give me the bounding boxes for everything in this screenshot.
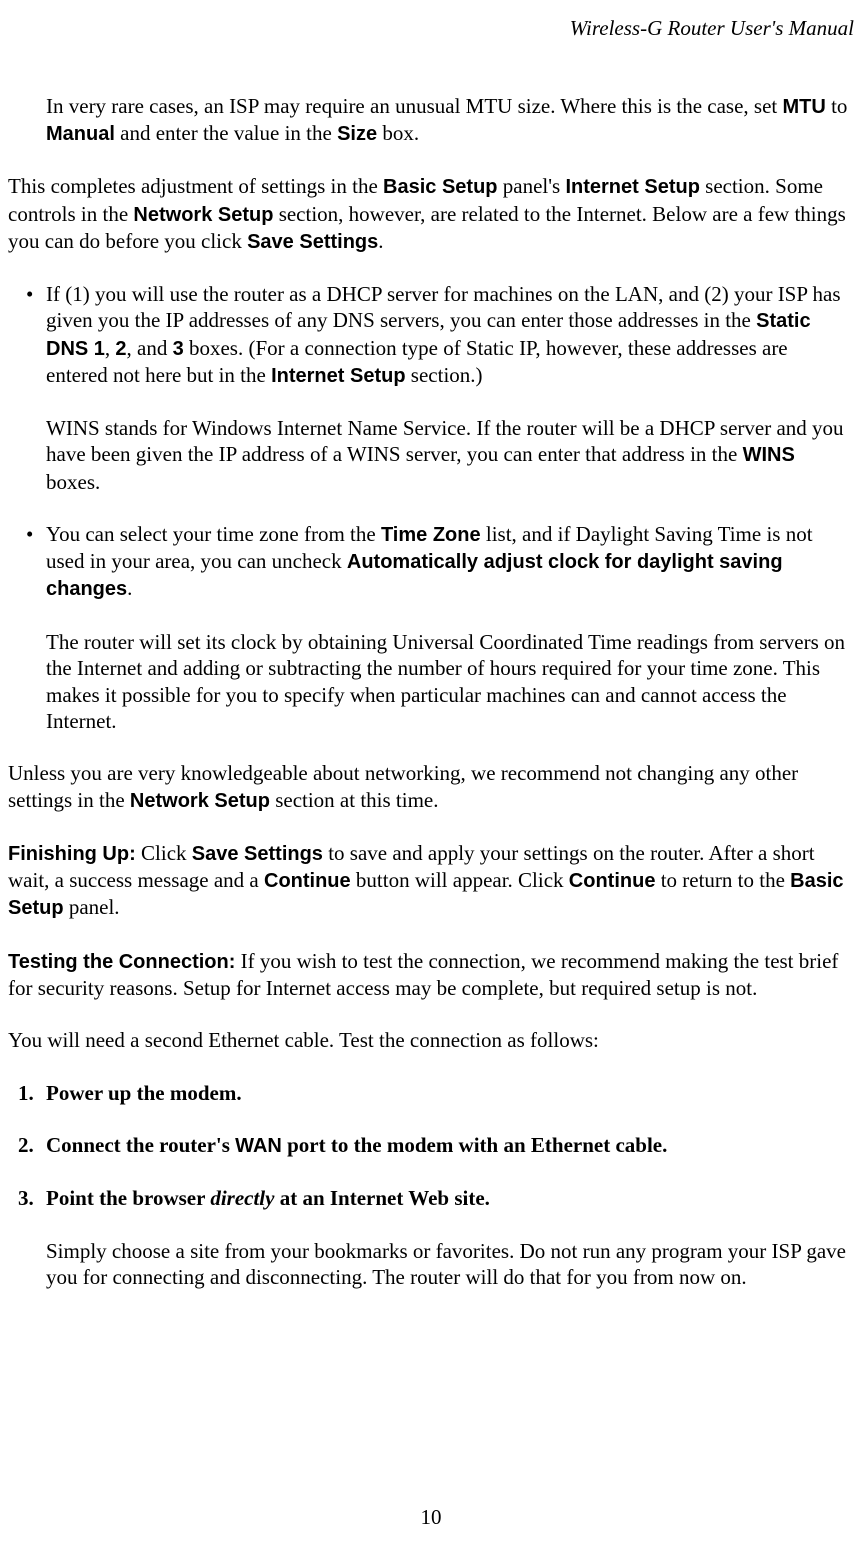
bold-manual: Manual (46, 123, 115, 145)
bullet-item-dns: • If (1) you will use the router as a DH… (26, 281, 854, 495)
paragraph-second-cable: You will need a second Ethernet cable. T… (8, 1027, 854, 1053)
bullet-text-timezone: You can select your time zone from the T… (46, 521, 854, 603)
bold-2: 2 (115, 338, 126, 360)
text: panel's (498, 174, 566, 198)
text: to return to the (655, 868, 790, 892)
step-number: 2. (18, 1132, 46, 1159)
step-3: 3. Point the browser directly at an Inte… (18, 1185, 854, 1211)
paragraph-finishing-up: Finishing Up: Click Save Settings to sav… (8, 840, 854, 922)
bold-continue: Continue (569, 870, 656, 892)
step-text: Connect the router's WAN port to the mod… (46, 1132, 854, 1159)
step-number: 3. (18, 1185, 46, 1211)
text: boxes. (46, 470, 100, 494)
text: Connect the router's (46, 1133, 235, 1157)
bullet-item-timezone: • You can select your time zone from the… (26, 521, 854, 734)
bold-continue: Continue (264, 870, 351, 892)
bold-mtu: MTU (783, 96, 826, 118)
text: Click (136, 841, 192, 865)
text: and enter the value in the (115, 121, 337, 145)
paragraph-mtu: In very rare cases, an ISP may require a… (46, 93, 854, 147)
bullet-text-dns: If (1) you will use the router as a DHCP… (46, 281, 854, 389)
bold-size: Size (337, 123, 377, 145)
bullet-mark: • (26, 281, 46, 495)
text: section at this time. (270, 788, 439, 812)
text: box. (377, 121, 419, 145)
text: , (105, 336, 116, 360)
text: at an Internet Web site. (274, 1186, 489, 1210)
document-body: In very rare cases, an ISP may require a… (8, 93, 854, 1291)
bold-time-zone: Time Zone (381, 524, 481, 546)
bold-internet-setup: Internet Setup (565, 176, 699, 198)
label-finishing-up: Finishing Up: (8, 843, 136, 865)
text: You can select your time zone from the (46, 522, 381, 546)
step-text: Power up the modem. (46, 1080, 854, 1106)
text: In very rare cases, an ISP may require a… (46, 94, 783, 118)
paragraph-wins: WINS stands for Windows Internet Name Se… (46, 415, 854, 495)
text: . (127, 576, 132, 600)
text: panel. (64, 895, 120, 919)
bold-wins: WINS (743, 444, 795, 466)
text: to (826, 94, 848, 118)
label-testing-connection: Testing the Connection: (8, 951, 235, 973)
paragraph-unless: Unless you are very knowledgeable about … (8, 760, 854, 814)
paragraph-step3-follow: Simply choose a site from your bookmarks… (46, 1238, 854, 1291)
text: If (1) you will use the router as a DHCP… (46, 282, 841, 332)
step-text: Point the browser directly at an Interne… (46, 1185, 854, 1211)
paragraph-clock-follow: The router will set its clock by obtaini… (46, 629, 854, 735)
step-1: 1. Power up the modem. (18, 1080, 854, 1106)
page-number: 10 (0, 1505, 862, 1530)
bold-internet-setup: Internet Setup (271, 365, 405, 387)
bold-network-setup: Network Setup (130, 790, 270, 812)
paragraph-testing: Testing the Connection: If you wish to t… (8, 948, 854, 1002)
page-header-title: Wireless-G Router User's Manual (8, 0, 854, 41)
text: WINS stands for Windows Internet Name Se… (46, 416, 844, 466)
text: button will appear. Click (351, 868, 569, 892)
bold-network-setup: Network Setup (133, 204, 273, 226)
bold-save-settings: Save Settings (247, 231, 378, 253)
text: , and (127, 336, 173, 360)
bullet-mark: • (26, 521, 46, 734)
step-2: 2. Connect the router's WAN port to the … (18, 1132, 854, 1159)
bold-basic-setup: Basic Setup (383, 176, 497, 198)
paragraph-complete: This completes adjustment of settings in… (8, 173, 854, 255)
document-page: Wireless-G Router User's Manual In very … (0, 0, 862, 1560)
bold-wan: WAN (235, 1135, 282, 1157)
text: section.) (406, 363, 483, 387)
text: . (378, 229, 383, 253)
bold-3: 3 (173, 338, 184, 360)
text: This completes adjustment of settings in… (8, 174, 383, 198)
text: Point the browser (46, 1186, 210, 1210)
bold-save-settings: Save Settings (192, 843, 323, 865)
text: port to the modem with an Ethernet cable… (282, 1133, 668, 1157)
step-number: 1. (18, 1080, 46, 1106)
italic-directly: directly (210, 1186, 274, 1210)
